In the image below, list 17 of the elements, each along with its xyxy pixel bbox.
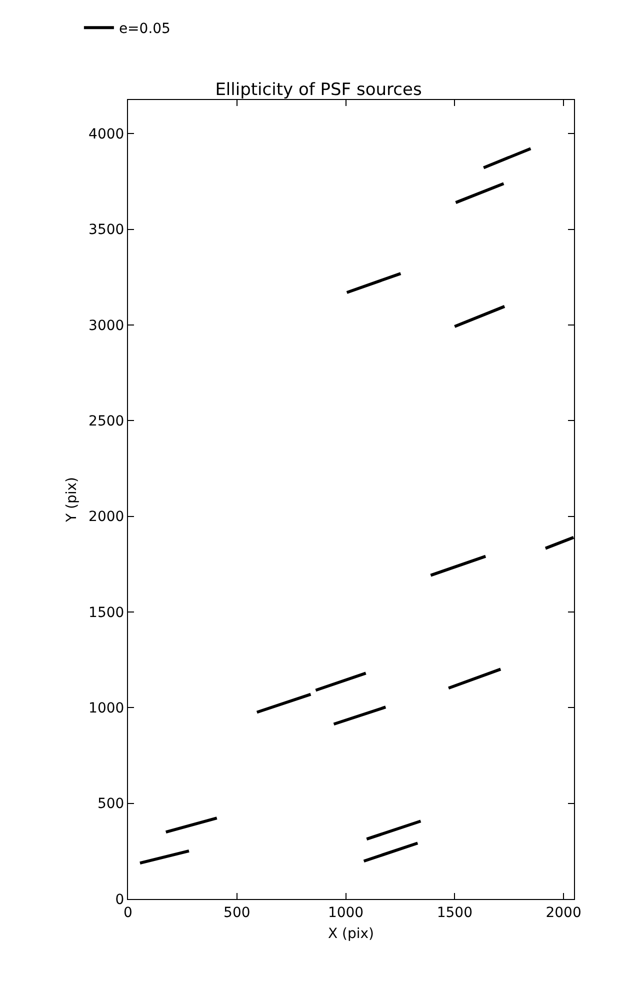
legend-label: e=0.05 [118,21,170,38]
y-tick-label: 3000 [88,318,124,334]
y-tick-label: 1000 [88,700,124,717]
y-tick-label: 2500 [88,414,124,430]
y-tick-label: 4000 [88,126,124,143]
y-tick-label: 0 [115,892,124,908]
x-tick-label: 1000 [328,904,364,921]
y-axis-title: Y (pix) [64,477,80,523]
x-tick-label: 500 [224,904,250,921]
x-axis-title: X (pix) [328,926,374,942]
x-tick-label: 2000 [546,904,582,921]
y-tick-label: 500 [97,796,124,812]
x-tick-label: 1500 [436,904,472,921]
y-tick-label: 2000 [88,509,124,526]
chart-title: Ellipticity of PSF sources [215,80,422,100]
y-tick-label: 3500 [88,222,124,238]
y-tick-label: 1500 [88,604,124,621]
